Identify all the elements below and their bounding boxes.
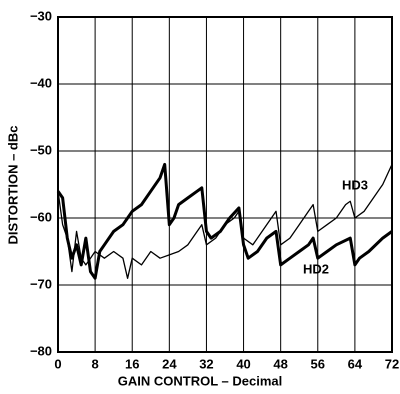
x-tick-label: 0 (54, 356, 61, 371)
y-tick-label: −30 (30, 8, 52, 23)
y-tick-label: −50 (30, 142, 52, 157)
x-tick-label: 56 (311, 356, 325, 371)
x-axis-label: GAIN CONTROL – Decimal (118, 373, 282, 388)
y-tick-label: −60 (30, 209, 52, 224)
x-tick-label: 8 (91, 356, 98, 371)
x-tick-label: 64 (348, 356, 363, 371)
x-tick-label: 16 (125, 356, 139, 371)
x-tick-label: 32 (199, 356, 213, 371)
y-tick-label: −70 (30, 276, 52, 291)
series-line (56, 162, 393, 280)
series-annotation: HD2 (303, 261, 329, 276)
x-tick-label: 40 (236, 356, 250, 371)
y-axis-label: DISTORTION – dBc (5, 126, 20, 245)
x-tick-label: 24 (162, 356, 177, 371)
y-tick-label: −40 (30, 75, 52, 90)
x-tick-label: 48 (273, 356, 287, 371)
x-tick-label: 72 (385, 356, 399, 371)
series-line (57, 164, 393, 279)
plot-frame (57, 16, 393, 353)
y-tick-label: −80 (30, 343, 52, 358)
